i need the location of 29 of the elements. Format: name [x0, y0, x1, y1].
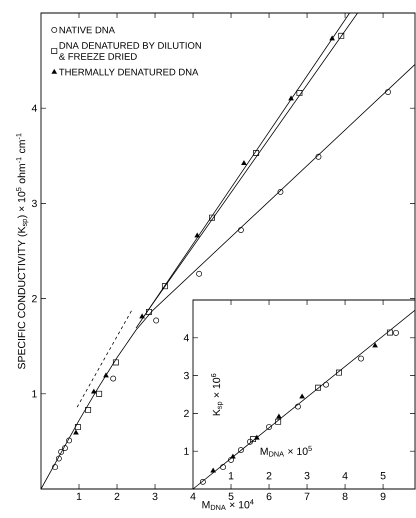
x-tick-label: 6 [266, 492, 272, 500]
y-axis-title: K$_{sp}$ × 10$^{6}$ [210, 374, 224, 416]
legend-label: NATIVE DNA [60, 26, 115, 34]
x-tick-label: 3 [304, 472, 310, 480]
x-tick-label: 1 [76, 492, 82, 500]
x-tick-label: 7 [304, 492, 310, 500]
x-tick-label: 2 [114, 492, 120, 500]
y-tick-label: 1 [184, 448, 189, 455]
y-tick-label: 4 [32, 104, 37, 112]
y-tick-label: 3 [184, 372, 189, 380]
x-axis-title: M$_{DNA}$ × 10$^{5}$ [260, 446, 312, 457]
x-tick-label: 9 [380, 492, 386, 500]
y-tick-label: 2 [184, 410, 189, 418]
y-tick-label: 4 [184, 334, 189, 342]
x-tick-label: 8 [342, 492, 348, 500]
y-tick-label: 1 [32, 390, 37, 398]
x-tick-label: 3 [152, 492, 158, 500]
y-axis-title: SPECIFIC CONDUCTIVITY (K$_{sp}$) × 10$^{5}$ ohm$^{-1}$ cm$^{-1}$ [16, 133, 28, 369]
x-tick-label: 4 [342, 472, 348, 480]
x-tick-label: 4 [190, 492, 196, 500]
legend-label: DNA DENATURED BY DILUTION & FREEZE DRIED [59, 42, 201, 60]
x-axis-title: M$_{DNA}$ × 10$^{4}$ [202, 499, 254, 510]
x-tick-label: 1 [228, 472, 234, 480]
y-tick-label: 2 [32, 294, 37, 302]
x-tick-label: 5 [228, 492, 234, 500]
x-tick-label: 2 [266, 472, 272, 480]
y-tick-label: 3 [32, 200, 37, 208]
x-tick-label: 5 [380, 472, 386, 480]
legend-label: THERMALLY DENATURED DNA [59, 68, 198, 76]
